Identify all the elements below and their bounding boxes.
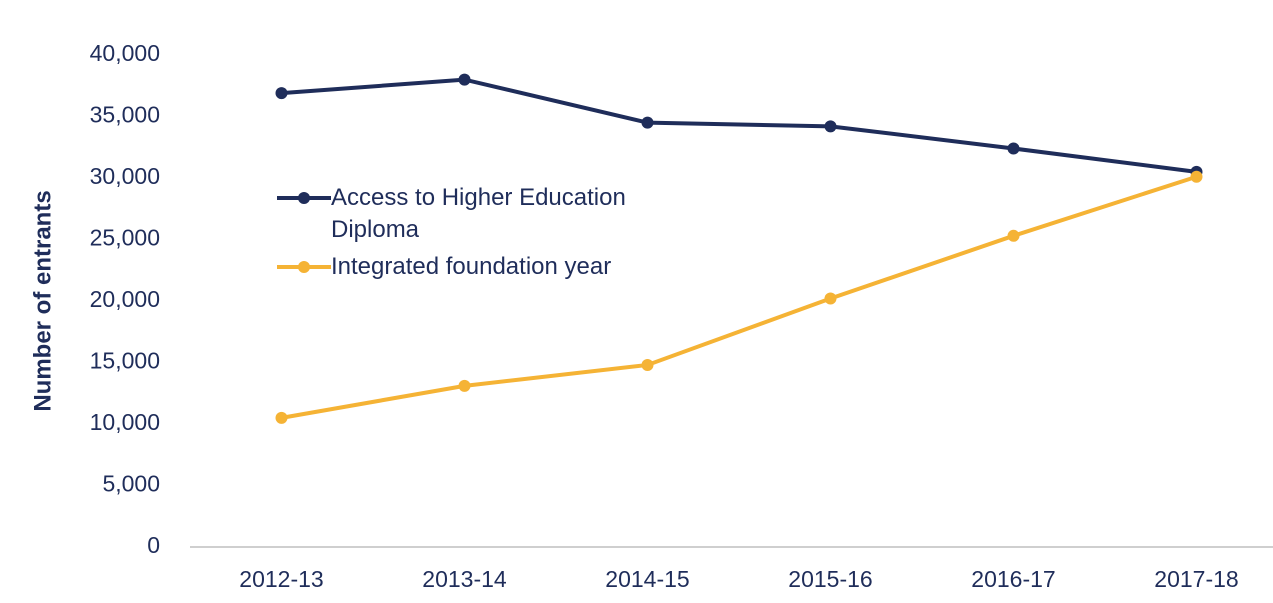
data-point xyxy=(641,358,654,371)
data-point xyxy=(1190,170,1203,183)
x-tick-label: 2016-17 xyxy=(971,566,1055,592)
data-point xyxy=(458,73,471,86)
y-tick-label: 30,000 xyxy=(90,163,160,189)
data-point xyxy=(1007,229,1020,242)
x-tick-label: 2014-15 xyxy=(605,566,689,592)
y-tick-label: 35,000 xyxy=(90,102,160,128)
data-point xyxy=(275,411,288,424)
x-tick-label: 2012-13 xyxy=(239,566,323,592)
y-tick-label: 40,000 xyxy=(90,40,160,66)
data-point xyxy=(641,116,654,129)
y-tick-label: 0 xyxy=(147,532,160,558)
y-tick-label: 5,000 xyxy=(102,471,160,497)
series-line xyxy=(281,174,1198,420)
legend-item: Access to Higher Education Diploma xyxy=(277,183,701,246)
y-axis-label: Number of entrants xyxy=(29,190,56,411)
x-tick-label: 2015-16 xyxy=(788,566,872,592)
legend-item: Integrated foundation year xyxy=(277,252,701,283)
legend: Access to Higher Education Diploma Integr… xyxy=(277,183,701,289)
data-point xyxy=(275,87,288,100)
data-point xyxy=(824,120,837,133)
y-tick-label: 25,000 xyxy=(90,225,160,251)
data-point xyxy=(458,379,471,392)
legend-key xyxy=(277,183,331,213)
y-tick-label: 10,000 xyxy=(90,409,160,435)
legend-key xyxy=(277,252,331,282)
data-point xyxy=(824,292,837,305)
legend-label: Integrated foundation year xyxy=(331,253,612,280)
x-tick-label: 2013-14 xyxy=(422,566,507,592)
data-point xyxy=(1007,142,1020,155)
y-tick-label: 20,000 xyxy=(90,286,160,312)
legend-label: Access to Higher Education Diploma xyxy=(331,184,626,243)
series-line xyxy=(281,77,1197,174)
y-tick-label: 15,000 xyxy=(90,348,160,374)
x-tick-label: 2017-18 xyxy=(1154,566,1238,592)
